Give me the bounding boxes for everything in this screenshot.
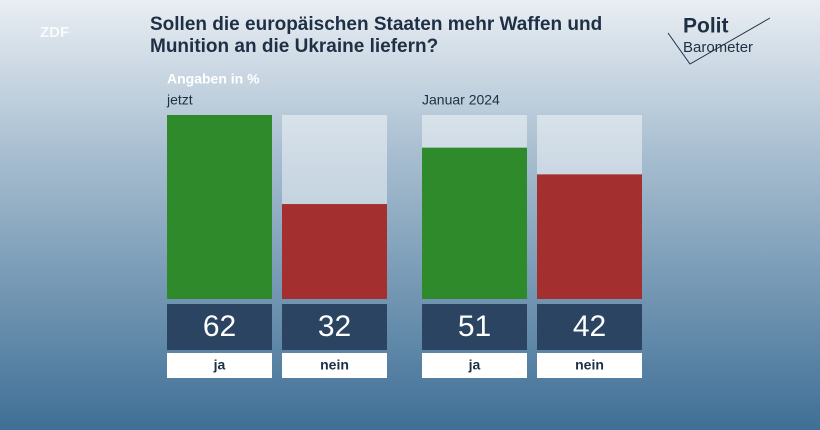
category-box [537, 353, 642, 378]
category-box [282, 353, 387, 378]
panel-subtitle: jetzt [166, 92, 193, 108]
value-box [537, 304, 642, 350]
bar [422, 147, 527, 299]
value-box [422, 304, 527, 350]
value-label: 62 [203, 310, 236, 343]
title-box: Sollen die europäischen Staaten mehr Waf… [150, 14, 603, 57]
broadcaster-logo: ZDF [40, 24, 69, 41]
logo-check [667, 17, 771, 65]
value-label: 51 [458, 310, 491, 343]
program-logo-top: Polit [683, 15, 729, 38]
category-label: nein [575, 357, 604, 373]
category-label: nein [320, 357, 349, 373]
bar [167, 115, 272, 299]
bar [282, 204, 387, 299]
bar [537, 174, 642, 299]
panel-subtitle: Januar 2024 [422, 92, 500, 108]
value-label: 42 [573, 310, 606, 343]
unit-note: Angaben in % [167, 71, 260, 87]
category-box [167, 353, 272, 378]
value-box [282, 304, 387, 350]
category-label: ja [468, 357, 481, 373]
value-label: 32 [318, 310, 351, 343]
category-box [422, 353, 527, 378]
chart-title: Sollen die europäischen Staaten mehr Waf… [150, 14, 603, 57]
category-label: ja [213, 357, 226, 373]
value-box [167, 304, 272, 350]
